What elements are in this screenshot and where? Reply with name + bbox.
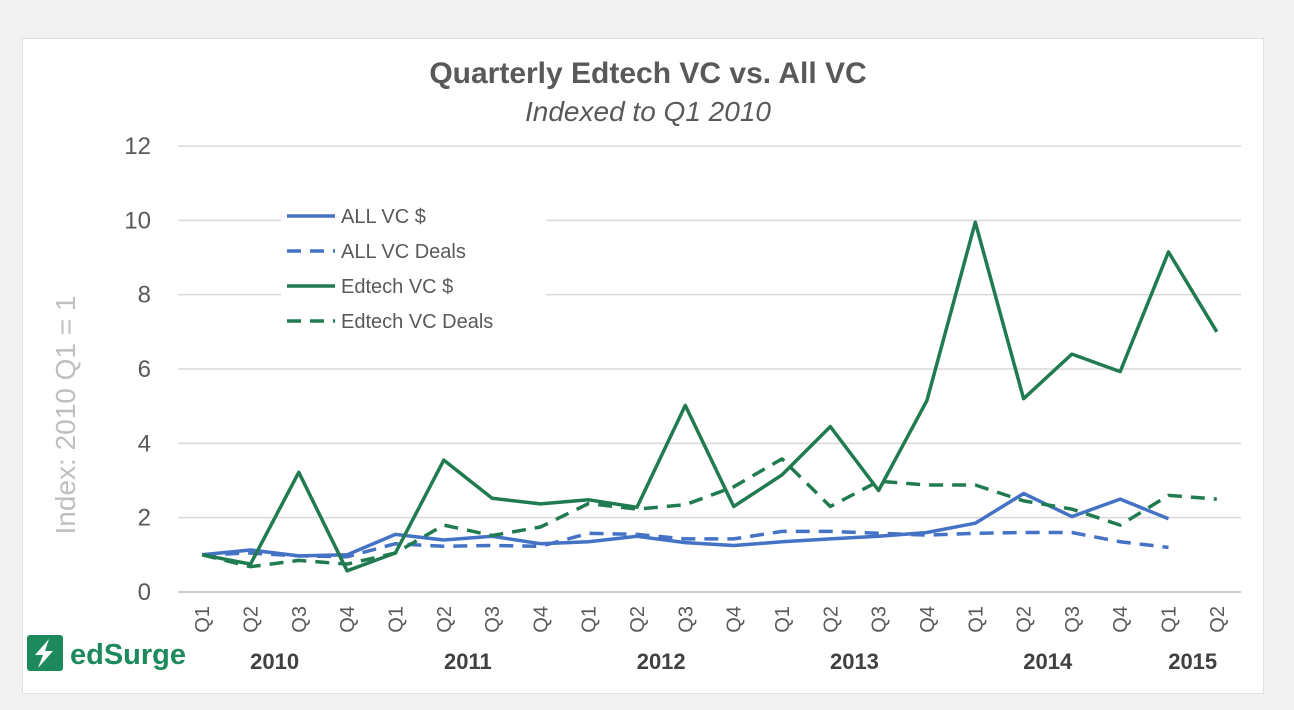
- legend-label: Edtech VC Deals: [341, 311, 493, 333]
- series-line: [201, 220, 1219, 573]
- y-tick-label: 2: [138, 505, 151, 532]
- x-tick-label: Q2: [627, 606, 649, 633]
- series-line: [201, 457, 1217, 569]
- legend-label: ALL VC Deals: [341, 241, 466, 263]
- chart-subtitle: Indexed to Q1 2010: [525, 96, 771, 127]
- x-tick-label: Q2: [820, 606, 842, 633]
- legend: ALL VC $ ALL VC Deals Edtech VC $ Edtech VC…: [281, 197, 546, 339]
- x-tick-label: Q3: [869, 606, 891, 633]
- bolt-icon: [35, 639, 53, 668]
- legend-background: [281, 197, 546, 339]
- x-tick-label: Q2: [434, 606, 456, 633]
- year-label: 2013: [830, 649, 879, 674]
- year-label: 2010: [250, 649, 299, 674]
- x-tick-label: Q3: [482, 606, 504, 633]
- edsurge-logo: edSurge: [27, 635, 186, 671]
- x-tick-label: Q2: [240, 606, 262, 633]
- x-tick-label: Q1: [385, 606, 407, 633]
- y-tick-label: 12: [124, 133, 151, 160]
- x-tick-label: Q1: [965, 606, 987, 633]
- legend-label: ALL VC $: [341, 206, 426, 228]
- x-tick-label: Q3: [1062, 606, 1084, 633]
- y-tick-labels: 0 2 4 6 8 10 12: [124, 133, 151, 606]
- logo-text: edSurge: [70, 639, 186, 671]
- x-tick-label: Q2: [1014, 606, 1036, 633]
- y-tick-label: 8: [138, 282, 151, 309]
- x-tick-label: Q1: [1159, 606, 1181, 633]
- series-lines: [201, 220, 1219, 573]
- x-tick-label: Q1: [772, 606, 794, 633]
- x-tick-label: Q3: [675, 606, 697, 633]
- year-label: 2014: [1023, 649, 1073, 674]
- x-tick-label: Q1: [192, 606, 214, 633]
- year-label: 2012: [637, 649, 686, 674]
- y-tick-label: 0: [138, 579, 151, 606]
- chart-title: Quarterly Edtech VC vs. All VC: [429, 57, 866, 90]
- x-tick-label: Q3: [289, 606, 311, 633]
- y-tick-label: 6: [138, 356, 151, 383]
- year-labels: 2010 2011 2012 2013 2014 2015: [250, 649, 1217, 674]
- x-tick-label: Q4: [917, 606, 939, 633]
- x-tick-label: Q2: [1207, 606, 1229, 633]
- legend-label: Edtech VC $: [341, 276, 453, 298]
- x-tick-label: Q1: [579, 606, 601, 633]
- x-tick-label: Q4: [1110, 606, 1132, 633]
- chart-svg: Quarterly Edtech VC vs. All VC Indexed t…: [27, 57, 1241, 674]
- series-line: [202, 529, 1169, 559]
- y-tick-label: 10: [124, 207, 151, 234]
- chart-frame: Quarterly Edtech VC vs. All VC Indexed t…: [22, 38, 1264, 694]
- x-tick-label: Q4: [337, 606, 359, 633]
- x-tick-label: Q4: [724, 606, 746, 633]
- year-label: 2011: [444, 649, 492, 674]
- series-line: [202, 491, 1170, 558]
- x-tick-label: Q4: [530, 606, 552, 633]
- y-tick-label: 4: [138, 430, 151, 457]
- x-tick-labels: Q1 Q2 Q3 Q4 Q1 Q2 Q3 Q4 Q1 Q2 Q3 Q4 Q1 Q2 Q3 Q4 Q1 Q2 Q3 Q4…: [192, 606, 1229, 633]
- y-axis-label: Index: 2010 Q1 = 1: [50, 296, 81, 535]
- year-label: 2015: [1168, 649, 1217, 674]
